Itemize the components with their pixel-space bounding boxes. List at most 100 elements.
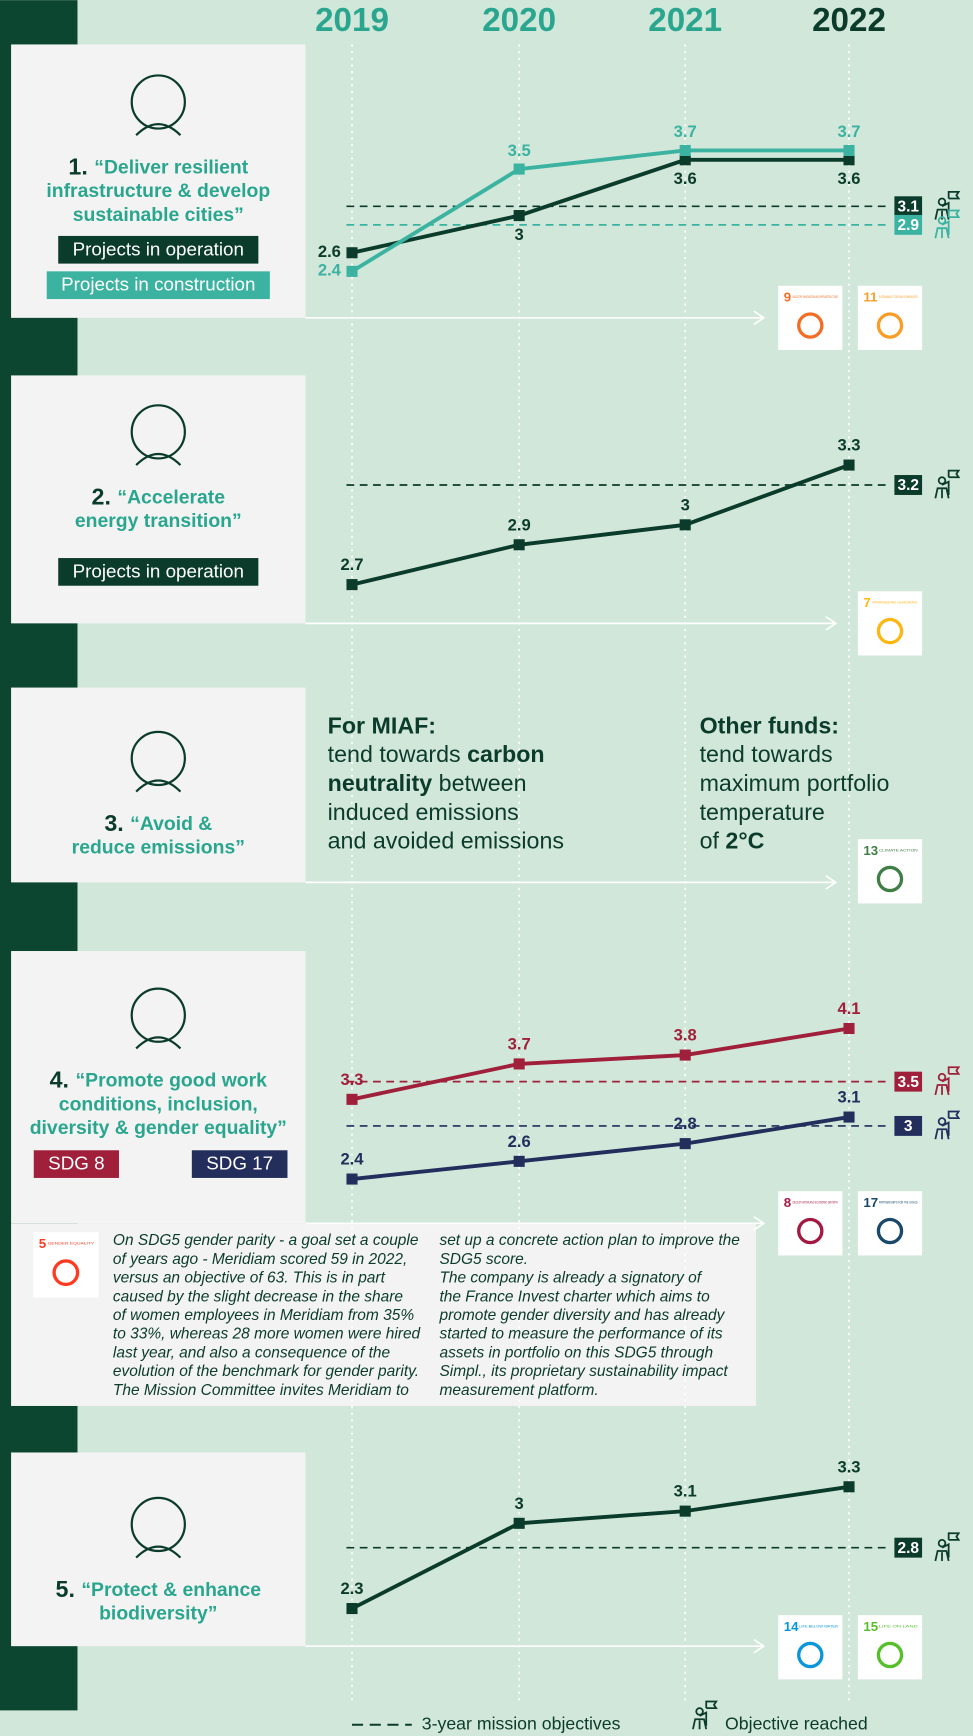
- year-label: 2020: [482, 2, 556, 39]
- data-label: 3.1: [674, 1482, 697, 1501]
- sdg-label: INDUSTRY INNOVATION AND INFRASTRUCTURE: [793, 294, 839, 299]
- sdg-number: 11: [863, 289, 878, 304]
- statement-line: induced emissions: [328, 799, 519, 825]
- sdg-label: SUSTAINABLE CITIES AND COMMUNITIES: [879, 294, 918, 299]
- data-point: [346, 579, 357, 590]
- note-line: The Mission Committee invites Meridiam t…: [113, 1382, 409, 1399]
- data-label: 2.7: [340, 555, 363, 574]
- statement-run: tend towards: [328, 741, 468, 767]
- statement-line: tend towards carbon: [328, 741, 545, 767]
- legend-text: 3-year mission objectives: [422, 1713, 621, 1733]
- page: {"header":{"years":["2019","2020","2021"…: [0, 0, 973, 1736]
- data-point: [514, 210, 525, 221]
- data-label: 3.6: [837, 169, 860, 188]
- section-title-line: diversity & gender equality”: [30, 1117, 287, 1139]
- section-title-line: “Deliver resilient: [94, 157, 248, 179]
- note-line: last year, and also a consequence of the: [113, 1344, 391, 1361]
- section-title-line: biodiversity”: [99, 1603, 217, 1625]
- data-label: 3.3: [340, 1070, 363, 1089]
- objective-label: 2.8: [897, 1540, 919, 1557]
- data-label: 3.1: [837, 1088, 860, 1107]
- statement-run: carbon: [467, 741, 544, 767]
- data-point: [680, 519, 691, 530]
- objective-label: 2.9: [897, 217, 919, 234]
- sdg-number: 14: [784, 1619, 799, 1634]
- section-title: infrastructure & develop: [46, 180, 270, 202]
- sdg-label: LIFE BELOW WATER: [799, 1623, 838, 1628]
- note-line: caused by the slight decrease in the sha…: [113, 1288, 403, 1305]
- year-label: 2021: [648, 2, 722, 39]
- legend-label: SDG 17: [206, 1153, 273, 1174]
- statement-run: temperature: [700, 799, 825, 825]
- note-line: started to measure the performance of it…: [439, 1326, 722, 1343]
- note-line: the France Invest charter which aims to: [439, 1288, 710, 1305]
- note-line: to 33%, whereas 28 more women were hired: [113, 1326, 422, 1343]
- sdg-number: 5: [39, 1236, 47, 1251]
- data-point: [346, 1174, 357, 1185]
- section-title-line: “Accelerate: [117, 486, 225, 508]
- data-point: [514, 539, 525, 550]
- statement-line: Other funds:: [700, 713, 839, 739]
- data-label: 3.3: [837, 436, 860, 455]
- legend-label: SDG 8: [48, 1153, 104, 1174]
- note-line: set up a concrete action plan to improve…: [439, 1232, 740, 1249]
- data-label: 3.7: [837, 122, 860, 141]
- data-point: [680, 1138, 691, 1149]
- data-point: [843, 145, 854, 156]
- data-label: 3: [515, 225, 524, 244]
- sdg-number: 9: [784, 289, 791, 304]
- note-line: of years ago - Meridiam scored 59 in 202…: [113, 1251, 407, 1268]
- data-label: 2.3: [340, 1579, 363, 1598]
- section-title: 1. “Deliver resilient: [68, 154, 248, 180]
- statement-line: For MIAF:: [328, 713, 436, 739]
- section-title: biodiversity”: [99, 1603, 217, 1625]
- statement-line: of 2°C: [700, 828, 765, 854]
- data-point: [680, 1506, 691, 1517]
- legend-label: Projects in operation: [73, 560, 244, 581]
- data-label: 2.4: [340, 1150, 364, 1169]
- year-label: 2022: [812, 2, 886, 39]
- section-title: 3. “Avoid &: [104, 810, 212, 836]
- data-point: [843, 460, 854, 471]
- section-title: diversity & gender equality”: [30, 1117, 287, 1139]
- statement-run: 2°C: [725, 828, 764, 854]
- data-label: 2.6: [508, 1132, 531, 1151]
- statement-run: maximum portfolio: [700, 770, 890, 796]
- data-label: 2.9: [508, 515, 531, 534]
- section-number: 3.: [104, 810, 130, 836]
- data-point: [843, 1023, 854, 1034]
- sdg-number: 17: [863, 1195, 878, 1210]
- section-title: conditions, inclusion,: [59, 1094, 258, 1116]
- data-point: [346, 1094, 357, 1105]
- sdg-label: LIFE ON LAND: [879, 1623, 918, 1628]
- data-point: [843, 1112, 854, 1123]
- section-title-line: “Promote good work: [75, 1070, 267, 1092]
- data-label: 3.8: [674, 1026, 697, 1045]
- section-number: 5.: [56, 1576, 82, 1602]
- sdg-number: 8: [784, 1195, 791, 1210]
- statement-line: neutrality between: [328, 770, 527, 796]
- note-line: SDG5 score.: [439, 1251, 528, 1268]
- statement-run: For MIAF:: [328, 713, 436, 739]
- data-point: [514, 1518, 525, 1529]
- data-label: 3.5: [508, 141, 531, 160]
- legend-text: Objective reached: [725, 1713, 868, 1733]
- note-line: of women employees in Meridiam from 35%: [113, 1307, 414, 1324]
- note-line: evolution of the benchmark for gender pa…: [113, 1363, 419, 1380]
- objective-label: 3.2: [897, 477, 919, 494]
- data-label: 2.6: [318, 242, 341, 261]
- data-point: [680, 145, 691, 156]
- legend-label: Projects in construction: [61, 274, 255, 295]
- note-line: Simpl., its proprietary sustainability i…: [439, 1363, 728, 1380]
- statement-run: tend towards: [700, 741, 833, 767]
- year-label: 2019: [315, 2, 389, 39]
- section-title-line: conditions, inclusion,: [59, 1094, 258, 1116]
- data-point: [514, 164, 525, 175]
- data-label: 2.4: [318, 261, 342, 280]
- sdg-number: 15: [863, 1619, 878, 1634]
- section-title: 4. “Promote good work: [50, 1067, 268, 1093]
- statement-run: and avoided emissions: [328, 828, 564, 854]
- infographic: 2019 2020 2021 2022 1. “Deliver resilientinf…: [0, 0, 973, 1736]
- section-number: 4.: [50, 1067, 76, 1093]
- section-title-line: reduce emissions”: [72, 837, 245, 859]
